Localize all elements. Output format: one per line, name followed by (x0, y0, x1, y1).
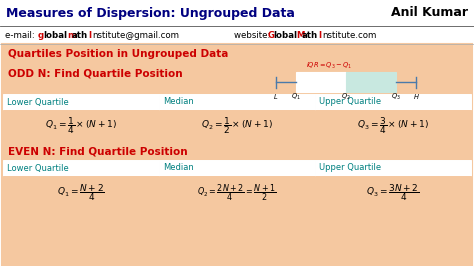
Text: M: M (296, 31, 304, 39)
Text: $Q_1$: $Q_1$ (291, 92, 301, 102)
Text: Lower Quartile: Lower Quartile (7, 98, 69, 106)
Text: ath: ath (302, 31, 318, 39)
Bar (159, 176, 315, 210)
Text: Upper Quartile: Upper Quartile (319, 98, 381, 106)
Text: H: H (413, 94, 419, 100)
Text: G: G (268, 31, 275, 39)
Text: ODD N: Find Quartile Position: ODD N: Find Quartile Position (8, 69, 182, 79)
Bar (0, 26, 474, 44)
Bar (159, 94, 315, 110)
Text: EVEN N: Find Quartile Position: EVEN N: Find Quartile Position (8, 147, 188, 157)
Bar (3, 160, 159, 176)
Text: website:: website: (234, 31, 273, 39)
Text: $Q_1 = \dfrac{N + 2}{4}$: $Q_1 = \dfrac{N + 2}{4}$ (57, 182, 105, 203)
Text: $Q_2 = \dfrac{2N + 2}{4} = \dfrac{N + 1}{2}$: $Q_2 = \dfrac{2N + 2}{4} = \dfrac{N + 1}… (197, 183, 277, 203)
Bar (3, 176, 159, 210)
Bar (3, 110, 159, 142)
Text: $IQR = Q_3 - Q_1$: $IQR = Q_3 - Q_1$ (306, 61, 352, 71)
Text: lobal: lobal (273, 31, 297, 39)
Bar (159, 110, 315, 142)
Text: Anil Kumar: Anil Kumar (391, 6, 468, 19)
Text: nstitute.com: nstitute.com (322, 31, 376, 39)
Bar (3, 94, 159, 110)
Text: $Q_2 = \dfrac{1}{2} \times (N + 1)$: $Q_2 = \dfrac{1}{2} \times (N + 1)$ (201, 116, 273, 136)
Bar (315, 176, 471, 210)
Text: nstitute@gmail.com: nstitute@gmail.com (92, 31, 179, 39)
Text: $Q_3 = \dfrac{3}{4} \times (N + 1)$: $Q_3 = \dfrac{3}{4} \times (N + 1)$ (357, 116, 429, 136)
Text: Median: Median (163, 98, 194, 106)
Text: Measures of Dispersion: Ungrouped Data: Measures of Dispersion: Ungrouped Data (6, 6, 295, 19)
Text: L: L (274, 94, 278, 100)
Bar (346, 72, 396, 92)
Text: lobal: lobal (43, 31, 67, 39)
Text: $Q_1 = \dfrac{1}{4} \times (N + 1)$: $Q_1 = \dfrac{1}{4} \times (N + 1)$ (45, 116, 117, 136)
Text: e-mail:: e-mail: (5, 31, 37, 39)
Text: I: I (88, 31, 91, 39)
Bar (315, 110, 471, 142)
Text: $Q_3 = \dfrac{3N + 2}{4}$: $Q_3 = \dfrac{3N + 2}{4}$ (366, 182, 420, 203)
Text: Quartiles Position in Ungrouped Data: Quartiles Position in Ungrouped Data (8, 49, 228, 59)
Text: Upper Quartile: Upper Quartile (319, 164, 381, 172)
Bar (2, 44, 472, 266)
Text: ath: ath (72, 31, 88, 39)
Text: Lower Quartile: Lower Quartile (7, 164, 69, 172)
Bar (315, 94, 471, 110)
Text: $Q_3$: $Q_3$ (391, 92, 401, 102)
Text: m: m (67, 31, 76, 39)
Bar (296, 72, 346, 92)
Bar (315, 160, 471, 176)
Bar (159, 160, 315, 176)
Text: $Q_2$: $Q_2$ (341, 92, 351, 102)
Bar (0, 0, 474, 26)
Text: Median: Median (163, 164, 194, 172)
Text: I: I (318, 31, 321, 39)
Text: g: g (38, 31, 44, 39)
